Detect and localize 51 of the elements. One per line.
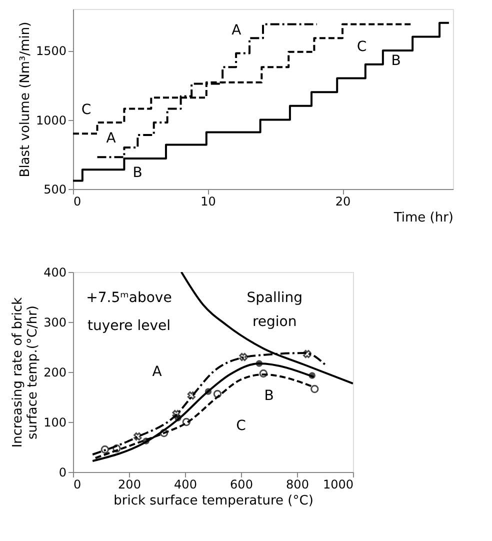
point [134, 432, 142, 441]
point [213, 390, 222, 398]
annotation: B [132, 164, 142, 181]
annotation: C [356, 38, 367, 55]
point [187, 391, 196, 400]
annotation: Spalling [246, 290, 302, 306]
point [182, 418, 191, 426]
y-tick-label: 400 [44, 266, 66, 280]
annotation: tuyere level [87, 318, 171, 334]
point [259, 369, 268, 378]
point [303, 350, 312, 358]
point [160, 428, 168, 438]
point [310, 384, 319, 394]
annotation: region [252, 314, 297, 330]
annotation: C [236, 418, 246, 434]
point [239, 352, 248, 362]
point [308, 372, 316, 379]
y-tick-label: 500 [44, 182, 66, 196]
x-tick-label: 800 [286, 478, 309, 492]
point [142, 438, 150, 444]
y-tick-label: 200 [44, 366, 66, 380]
x-axis-title: brick surface temperature (°C) [114, 494, 314, 508]
y-tick-label: 1500 [36, 44, 66, 58]
annotation: A [232, 22, 242, 39]
x-tick-label: 10 [200, 194, 216, 208]
point [112, 444, 121, 453]
point [172, 410, 180, 418]
x-tick-label: 200 [118, 478, 141, 492]
y-tick-label: 0 [58, 466, 66, 480]
annotation: B [264, 388, 274, 404]
annotation: B [391, 53, 401, 70]
y-axis-title: Increasing rate of brick surface temp.(°C/hr) [10, 296, 41, 448]
annotation: A [106, 130, 116, 147]
annotation: +7.5ᵐabove [86, 290, 172, 306]
x-tick-label: 400 [174, 478, 197, 492]
y-tick-label: 300 [44, 316, 66, 330]
x-tick-label: 1000 [322, 478, 354, 492]
point [256, 360, 263, 367]
y-axis-title: Blast volume (Nm³/min) [18, 22, 33, 178]
x-tick-label: 20 [335, 194, 351, 208]
x-axis-title: Time (hr) [392, 210, 454, 226]
x-tick-label: 0 [74, 478, 82, 492]
x-tick-label: 600 [230, 478, 253, 492]
y-tick-label: 1000 [36, 113, 66, 128]
annotation: A [152, 364, 162, 380]
point [100, 445, 110, 454]
point [174, 414, 182, 422]
y-tick-label: 100 [44, 416, 66, 430]
annotation: C [81, 102, 92, 118]
x-tick-label: 0 [74, 194, 82, 208]
point [204, 388, 212, 395]
